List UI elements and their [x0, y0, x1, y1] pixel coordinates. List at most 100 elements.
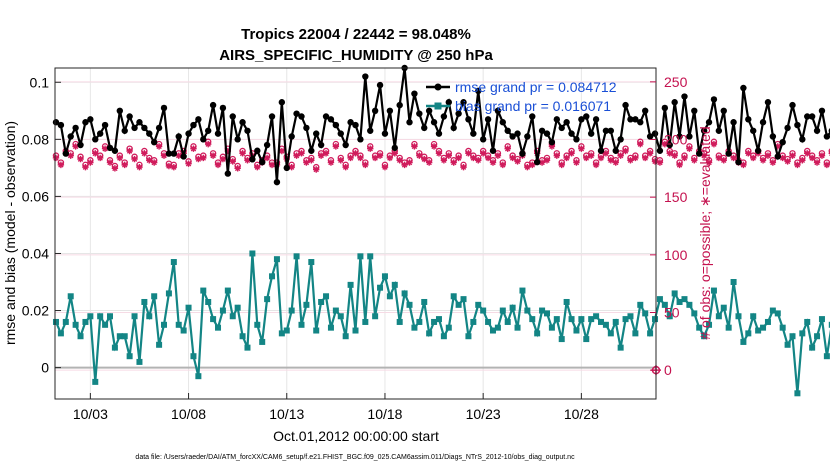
obs-evaluated-point	[612, 159, 619, 166]
rmse-point	[288, 133, 295, 140]
rmse-point	[101, 121, 109, 129]
rmse-point	[612, 147, 619, 154]
obs-evaluated-point	[597, 154, 605, 162]
rmse-point	[818, 107, 826, 115]
rmse-point	[700, 127, 708, 134]
rmse-point	[126, 113, 133, 120]
obs-evaluated-point	[578, 145, 585, 152]
obs-evaluated-point	[111, 165, 119, 172]
obs-evaluated-point	[823, 161, 830, 169]
bias-point	[323, 293, 330, 300]
bias-point	[480, 307, 487, 314]
rmse-point	[121, 127, 128, 134]
obs-evaluated-point	[632, 154, 639, 162]
obs-evaluated-point	[332, 143, 340, 150]
obs-evaluated-point	[779, 154, 786, 162]
bias-point	[431, 318, 438, 325]
obs-evaluated-point	[401, 161, 408, 169]
bias-point	[686, 301, 693, 308]
plot-frame	[54, 67, 657, 400]
bias-point	[774, 310, 781, 317]
bias-point	[701, 333, 708, 340]
bias-point	[249, 250, 256, 257]
legend-bias-marker	[434, 102, 442, 110]
bias-point	[67, 293, 74, 300]
obs-evaluated-point	[710, 140, 718, 148]
x-tick-label: 10/13	[269, 406, 304, 422]
rmse-point	[234, 136, 241, 143]
obs-evaluated-point	[92, 150, 99, 157]
bias-point	[598, 318, 605, 325]
rmse-point	[391, 144, 398, 152]
rmse-point	[371, 107, 379, 115]
obs-evaluated-point	[386, 154, 394, 162]
bias-point	[450, 293, 457, 300]
bias-point	[460, 296, 467, 303]
obs-evaluated-point	[322, 150, 330, 157]
bias-point	[779, 324, 786, 331]
bias-point	[504, 318, 511, 325]
bias-point	[573, 327, 580, 334]
rmse-point	[759, 119, 767, 126]
bias-point	[401, 290, 408, 297]
rmse-point	[470, 130, 477, 137]
bias-point	[136, 358, 143, 365]
obs-evaluated-point	[651, 158, 659, 165]
rmse-point	[425, 107, 433, 115]
bias-point	[111, 344, 118, 351]
rmse-point	[150, 138, 158, 146]
bias-point	[332, 307, 339, 314]
bias-point	[470, 318, 477, 325]
obs-evaluated-point	[77, 155, 84, 163]
bias-point	[205, 298, 212, 305]
bias-point	[381, 273, 388, 280]
obs-evaluated-point	[244, 157, 251, 164]
rmse-point	[327, 116, 335, 123]
obs-evaluated-point	[646, 150, 654, 157]
obs-evaluated-point	[303, 159, 310, 166]
bias-point	[828, 321, 830, 328]
rmse-point	[96, 130, 104, 137]
obs-evaluated-point	[234, 165, 241, 172]
obs-evaluated-point	[67, 152, 74, 159]
obs-evaluated-point	[818, 152, 826, 159]
obs-evaluated-point	[799, 157, 806, 164]
obs-evaluated-point	[720, 157, 727, 164]
obs-evaluated-point	[150, 159, 158, 166]
bias-point	[656, 296, 663, 303]
obs-evaluated-point	[489, 159, 497, 166]
rmse-point	[597, 147, 605, 154]
bias-point	[676, 298, 683, 305]
bias-point	[652, 316, 659, 323]
rmse-point	[244, 127, 251, 134]
rmse-point	[475, 87, 482, 95]
obs-evaluated-point	[794, 161, 801, 169]
obs-evaluated-point	[347, 154, 354, 162]
rmse-point	[730, 119, 737, 126]
rmse-point	[136, 119, 143, 126]
bias-point	[509, 304, 516, 311]
rmse-point	[823, 133, 830, 140]
obs-evaluated-point	[406, 159, 413, 166]
rmse-point	[386, 107, 394, 115]
bias-point	[617, 344, 624, 351]
rmse-point	[406, 119, 413, 126]
bias-point	[210, 316, 217, 323]
bias-point	[455, 301, 462, 308]
obs-evaluated-point	[681, 154, 688, 162]
obs-evaluated-point	[568, 150, 575, 157]
bias-point	[691, 310, 698, 317]
bias-point	[156, 341, 163, 348]
bias-point	[642, 310, 649, 317]
bias-point	[180, 327, 187, 334]
rmse-point	[155, 124, 163, 132]
bias-point	[278, 330, 285, 337]
bias-point	[234, 304, 241, 311]
rmse-point	[533, 158, 541, 166]
bias-point	[661, 301, 668, 308]
rmse-point	[602, 127, 610, 134]
bias-point	[77, 333, 84, 340]
bias-point	[386, 293, 393, 300]
y-tick-label: 0	[41, 360, 49, 376]
